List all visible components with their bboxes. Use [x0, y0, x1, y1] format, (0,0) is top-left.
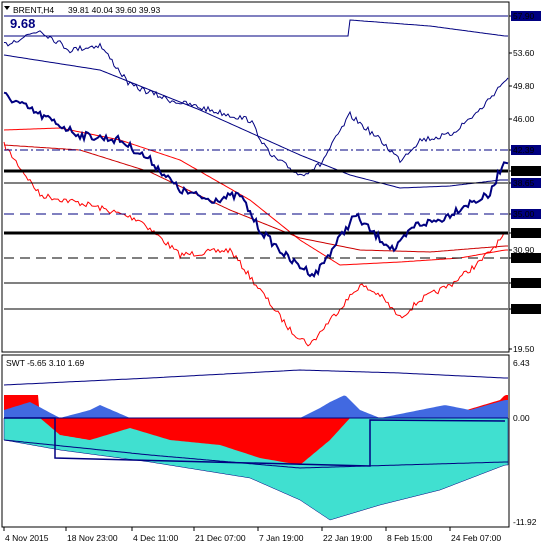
swt-blue-histogram: [4, 395, 508, 418]
price-tag-57.90: 57.90: [511, 11, 541, 21]
price-tag-42.39: 42.39: [511, 145, 541, 155]
indicator-tick-label: -11.92: [513, 517, 537, 527]
svg-text:57.90: 57.90: [513, 11, 535, 21]
price-tag-24.10: 24.10: [511, 304, 541, 314]
price-tick-label: 46.00: [513, 114, 535, 124]
symbol-label: BRENT,H4: [13, 5, 54, 15]
svg-text:32.80: 32.80: [513, 228, 535, 238]
indicator-axis: 6.43 0.00 -11.92: [513, 358, 537, 527]
price-line: [3, 91, 509, 279]
price-tick-label: 49.80: [513, 81, 535, 91]
ohlc-values: 39.81 40.04 39.60 39.93: [68, 5, 160, 15]
price-tag-29.91: 29.91: [511, 253, 541, 263]
time-tick-label: 4 Nov 2015: [5, 533, 49, 543]
overlay-value: 9.68: [10, 16, 35, 31]
price-tag-27.08: 27.08: [511, 278, 541, 288]
main-chart-frame: [1, 1, 510, 353]
price-tag-40.00: 40.00: [511, 166, 541, 176]
svg-text:40.00: 40.00: [513, 166, 535, 176]
time-tick-label: 7 Jan 19:00: [259, 533, 304, 543]
red-oscillator-line: [3, 141, 509, 347]
svg-text:27.08: 27.08: [513, 278, 535, 288]
swt-step-line: [4, 417, 506, 467]
time-tick-label: 8 Feb 15:00: [387, 533, 433, 543]
chart-header: BRENT,H4 39.81 40.04 39.60 39.93 9.68: [4, 5, 160, 31]
price-series: [3, 91, 509, 279]
price-tag-38.65: 38.65: [511, 178, 541, 188]
svg-text:38.65: 38.65: [513, 178, 535, 188]
upper-band-line: [3, 30, 509, 177]
time-tick-label: 24 Feb 07:00: [451, 533, 501, 543]
swt-fill-area: [3, 417, 509, 521]
price-tag-35.00: 35.00: [511, 209, 541, 219]
price-tick-label: 53.60: [513, 48, 535, 58]
time-tick-label: 22 Jan 19:00: [323, 533, 372, 543]
indicator-tick-label: 6.43: [513, 358, 530, 368]
horizontal-levels: [4, 15, 508, 310]
time-axis: 4 Nov 2015 18 Nov 23:00 4 Dec 11:00 21 Dec …: [3, 527, 501, 543]
swt-indicator: [3, 369, 509, 521]
indicator-label: SWT -5.65 3.10 1.69: [6, 358, 85, 368]
price-tags: 57.90 42.39 40.00 38.65 35.00 32.80 29.91 27.08…: [511, 11, 541, 314]
ma-blue-top: [4, 19, 508, 37]
swt-upper-envelope: [3, 369, 508, 386]
price-tick-label: 19.50: [513, 344, 535, 354]
time-tick-label: 4 Dec 11:00: [133, 533, 178, 543]
moving-averages: [3, 19, 509, 347]
time-tick-label: 18 Nov 23:00: [67, 533, 118, 543]
svg-text:35.00: 35.00: [513, 209, 535, 219]
price-tick-label: 30.90: [513, 245, 535, 255]
svg-text:42.39: 42.39: [513, 145, 535, 155]
triangle-down-icon[interactable]: [4, 6, 10, 10]
ma-blue-slow: [3, 54, 508, 189]
svg-text:24.10: 24.10: [513, 304, 535, 314]
indicator-tick-label: 0.00: [513, 413, 530, 423]
svg-text:29.91: 29.91: [513, 253, 535, 263]
swt-red-histogram: [4, 395, 508, 465]
swt-signal-line: [3, 439, 508, 469]
time-tick-label: 21 Dec 07:00: [195, 533, 246, 543]
price-tag-32.80: 32.80: [511, 228, 541, 238]
